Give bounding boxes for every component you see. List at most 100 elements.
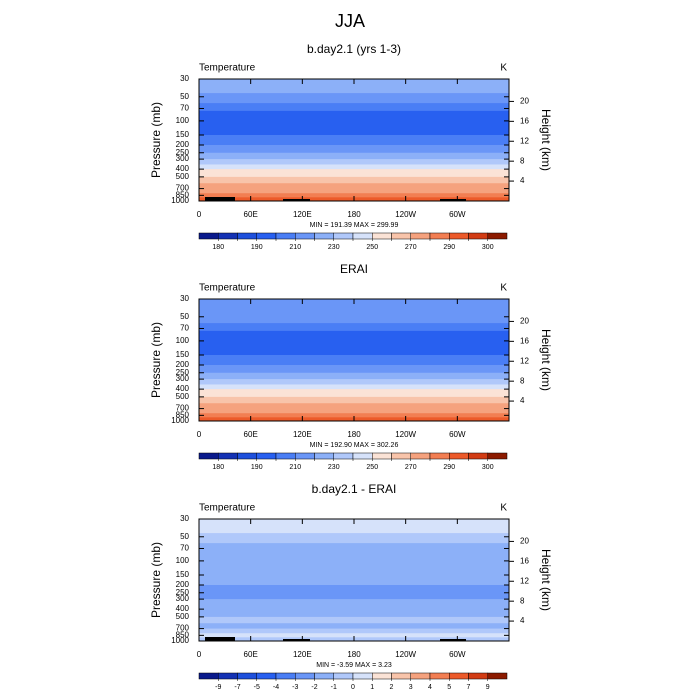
- y-tick-label: 500: [176, 612, 190, 621]
- contour-layer: [199, 323, 509, 332]
- x-tick-label: 180: [347, 650, 361, 659]
- left-label: Temperature: [199, 63, 256, 74]
- colorbar-box: [372, 452, 392, 460]
- colorbar-box: [333, 232, 354, 240]
- y2-axis-label: Height (km): [539, 329, 553, 391]
- y-axis-label: Pressure (mb): [149, 322, 163, 398]
- colorbar-box: [372, 672, 392, 680]
- colorbar-box: [487, 232, 508, 240]
- colorbar-box: [429, 452, 450, 460]
- y-tick-label: 1000: [171, 636, 189, 645]
- y2-axis-label: Height (km): [539, 109, 553, 171]
- panel: b.day2.1 (yrs 1-3) Temperature K 30 50 70 100 1…: [149, 42, 553, 251]
- colorbar-box: [468, 452, 488, 460]
- y2-tick-label: 20: [520, 97, 529, 106]
- y2-tick-label: 16: [520, 116, 529, 125]
- colorbar-box: [198, 232, 219, 240]
- x-tick-label: 0: [197, 650, 202, 659]
- x-tick-label: 60W: [449, 430, 466, 439]
- left-label: Temperature: [199, 283, 256, 294]
- terrain: [283, 639, 310, 641]
- colorbar-label: -7: [234, 684, 240, 691]
- colorbar-label: 5: [447, 684, 451, 691]
- colorbar-label: -9: [215, 684, 221, 691]
- colorbar-label: 250: [366, 464, 378, 471]
- terrain: [440, 199, 466, 201]
- colorbar-box: [275, 452, 296, 460]
- y-tick-label: 400: [176, 604, 190, 613]
- contour-layer: [199, 533, 509, 544]
- y2-axis-label: Height (km): [539, 549, 553, 611]
- colorbar-label: 180: [212, 244, 224, 251]
- colorbar-label: 230: [328, 244, 340, 251]
- colorbar-box: [198, 672, 219, 680]
- contour-layer: [199, 103, 509, 112]
- y-tick-label: 1000: [171, 196, 189, 205]
- colorbar-label: 300: [482, 244, 494, 251]
- contour-layer: [199, 613, 509, 618]
- y-tick-label: 1000: [171, 416, 189, 425]
- y-axis-label: Pressure (mb): [149, 542, 163, 618]
- y-tick-label: 70: [180, 104, 189, 113]
- x-tick-label: 120E: [293, 210, 312, 219]
- colorbar-label: 7: [467, 684, 471, 691]
- y-tick-label: 30: [180, 514, 189, 523]
- y-tick-label: 850: [176, 410, 190, 419]
- x-tick-label: 60W: [449, 210, 466, 219]
- colorbar-box: [352, 672, 373, 680]
- colorbar-label: 1: [370, 684, 374, 691]
- contour-layer: [199, 164, 509, 170]
- colorbar-box: [333, 452, 354, 460]
- y2-tick-label: 8: [520, 596, 525, 605]
- y2-tick-label: 4: [520, 616, 525, 625]
- y-tick-label: 400: [176, 164, 190, 173]
- contour-layer: [199, 299, 509, 314]
- x-tick-label: 120W: [395, 650, 416, 659]
- y-tick-label: 300: [176, 594, 190, 603]
- colorbar-label: 270: [405, 244, 417, 251]
- y-tick-label: 200: [176, 140, 190, 149]
- x-tick-label: 60E: [244, 210, 258, 219]
- right-label: K: [500, 63, 507, 74]
- colorbar-box: [295, 232, 315, 240]
- y-tick-label: 100: [176, 116, 190, 125]
- y-tick-label: 700: [176, 404, 190, 413]
- y-tick-label: 250: [176, 588, 190, 597]
- y-tick-label: 850: [176, 190, 190, 199]
- y-tick-label: 700: [176, 184, 190, 193]
- colorbar-box: [391, 672, 411, 680]
- y2-tick-label: 12: [520, 136, 529, 145]
- colorbar-box: [429, 672, 450, 680]
- colorbar-box: [410, 452, 431, 460]
- contour-layer: [199, 183, 509, 190]
- colorbar-label: 290: [443, 464, 455, 471]
- terrain: [205, 197, 235, 201]
- contour-layer: [199, 408, 509, 414]
- colorbar-box: [410, 232, 431, 240]
- left-label: Temperature: [199, 503, 256, 514]
- contour-layer: [199, 604, 509, 610]
- y-tick-label: 400: [176, 384, 190, 393]
- min-max: MIN = -3.59 MAX = 3.23: [316, 662, 392, 669]
- colorbar-box: [372, 232, 392, 240]
- colorbar-box: [468, 672, 488, 680]
- y-tick-label: 30: [180, 294, 189, 303]
- y-tick-label: 200: [176, 580, 190, 589]
- colorbar-label: 180: [212, 464, 224, 471]
- colorbar-label: -2: [311, 684, 317, 691]
- colorbar-box: [237, 452, 257, 460]
- colorbar-label: 4: [428, 684, 432, 691]
- x-tick-label: 120E: [293, 430, 312, 439]
- contour-layer: [199, 134, 509, 146]
- contour-layer: [199, 188, 509, 194]
- contour-layer: [199, 623, 509, 630]
- y2-tick-label: 8: [520, 156, 525, 165]
- x-tick-label: 120W: [395, 210, 416, 219]
- y-tick-label: 100: [176, 556, 190, 565]
- colorbar-label: 270: [405, 464, 417, 471]
- contour-layer: [199, 110, 509, 136]
- contour-layer: [199, 393, 509, 398]
- colorbar-box: [237, 232, 257, 240]
- colorbar-box: [487, 672, 508, 680]
